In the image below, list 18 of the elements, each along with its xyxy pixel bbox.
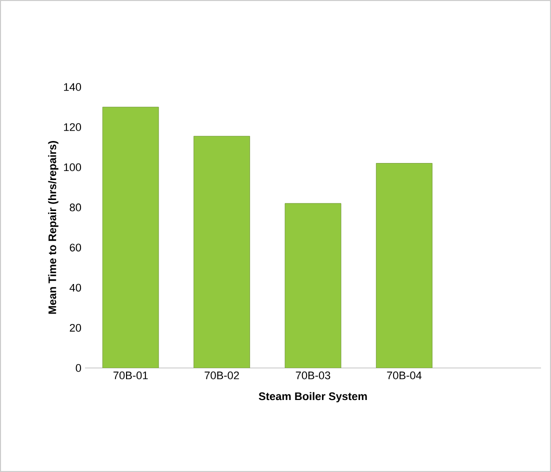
x-tick-label: 70B-04 [387, 372, 422, 380]
y-tick-label: 20 [70, 324, 82, 332]
y-tick-label: 0 [76, 364, 82, 372]
y-tick-label: 100 [64, 163, 82, 172]
y-tick-label: 80 [70, 204, 82, 212]
y-tick-label: 140 [64, 83, 82, 91]
x-tick-label: 70B-03 [296, 372, 330, 380]
y-tick-label: 40 [70, 284, 82, 292]
x-axis-title: Steam Boiler System [258, 392, 367, 402]
bar [376, 163, 432, 368]
bar [194, 136, 250, 368]
y-tick-label: 60 [70, 244, 82, 252]
bar [284, 203, 342, 368]
y-tick-label: 120 [64, 123, 82, 132]
bar [102, 106, 159, 368]
x-tick-label: 70B-01 [114, 372, 148, 380]
x-tick-label: 70B-02 [204, 372, 239, 380]
y-axis-title: Mean Time to Repair (hrs/repairs) [48, 141, 58, 314]
